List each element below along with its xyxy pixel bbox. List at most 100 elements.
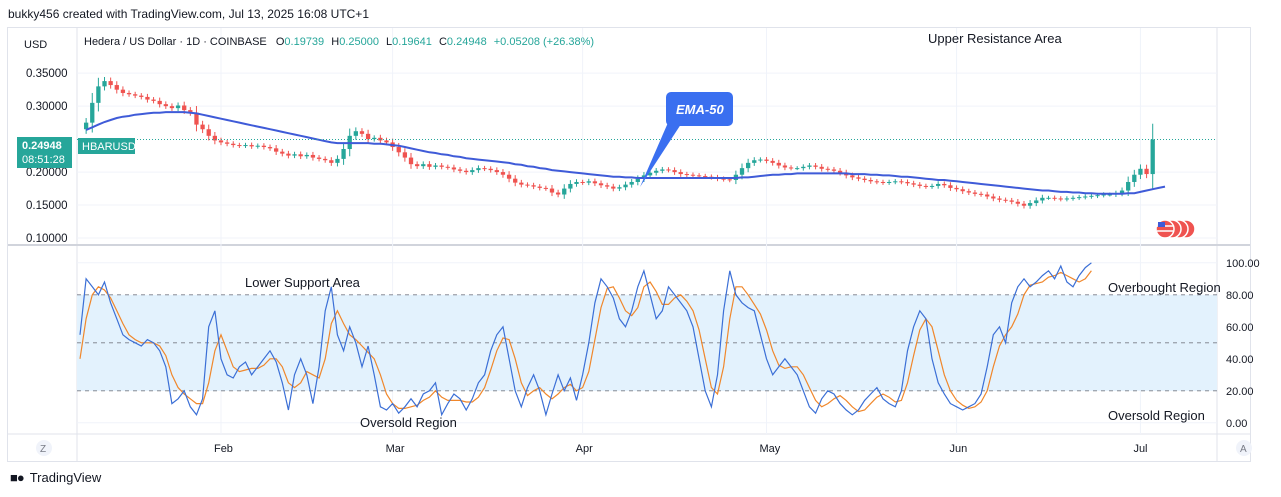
candle-body: [672, 170, 677, 173]
candle-body: [488, 168, 493, 171]
candle-body: [1150, 139, 1155, 175]
candle-body: [831, 169, 837, 171]
candle-body: [145, 96, 150, 100]
ema-callout-pointer: [640, 118, 685, 187]
candle-body: [580, 181, 585, 183]
candle-body: [182, 105, 187, 111]
stoch-tick-label: 100.00: [1226, 258, 1260, 270]
ema-line: [85, 111, 1166, 195]
candle-body: [721, 178, 726, 180]
candle-body: [427, 164, 432, 167]
price-tick-label: 0.20000: [26, 167, 68, 179]
candle-body: [108, 81, 113, 86]
candle-body: [237, 145, 242, 147]
candle-body: [1077, 197, 1082, 199]
candle-body: [169, 106, 175, 109]
candle-body: [470, 170, 475, 173]
candle-body: [1095, 195, 1100, 197]
candle-body: [457, 169, 463, 171]
candle-body: [519, 182, 524, 185]
candle-body: [439, 165, 444, 167]
candle-body: [611, 186, 616, 189]
legend-high: 0.25000: [339, 36, 379, 48]
candle-body: [372, 137, 377, 140]
candle-body: [402, 152, 408, 158]
candle-body: [231, 143, 236, 146]
candle-body: [249, 145, 254, 147]
ticker-tag-box: [78, 138, 135, 154]
candle-body: [666, 169, 671, 171]
candle-body: [776, 162, 781, 166]
currency-button[interactable]: USD: [24, 39, 47, 51]
chart-frame: [7, 27, 1251, 462]
legend-high-label: H: [331, 36, 339, 48]
candle-body: [592, 181, 598, 184]
x-tick-label: Jul: [1133, 443, 1147, 455]
footer-brand: TradingView: [29, 470, 102, 485]
currency-button-box[interactable]: [14, 34, 48, 54]
candle-body: [341, 149, 346, 159]
log-toggle-button[interactable]: Z: [40, 444, 46, 455]
log-toggle-button-bg[interactable]: [36, 440, 52, 456]
candle-body: [788, 167, 794, 169]
candle-body: [224, 142, 230, 144]
candle-body: [500, 172, 506, 175]
candle-body: [120, 89, 126, 93]
candle-body: [568, 183, 573, 189]
candle-body: [660, 169, 665, 171]
candle-body: [255, 145, 260, 147]
candle-body: [605, 185, 610, 187]
price-tick-label: 0.10000: [26, 233, 68, 245]
candle-body: [1138, 168, 1143, 175]
candle-body: [868, 180, 873, 182]
price-tick-label: 0.35000: [26, 68, 68, 80]
candle-body: [654, 170, 659, 173]
candle-body: [102, 81, 107, 87]
stoch-tick-label: 20.00: [1226, 386, 1254, 398]
candle-body: [451, 167, 457, 170]
candle-body: [206, 129, 211, 136]
candle-body: [96, 86, 101, 103]
candle-body: [985, 194, 990, 197]
candle-body: [218, 140, 224, 143]
candle-body: [304, 154, 309, 157]
candle-body: [151, 99, 156, 101]
candle-body: [758, 159, 763, 161]
x-tick-label: Jun: [950, 443, 968, 455]
candle-body: [384, 140, 389, 143]
candle-body: [200, 124, 205, 130]
candle-body: [795, 168, 800, 170]
candle-body: [292, 154, 297, 156]
x-tick-label: Feb: [214, 443, 233, 455]
legend-open-label: O: [276, 36, 285, 48]
candle-body: [880, 181, 886, 183]
candle-body: [647, 172, 653, 176]
candle-body: [905, 181, 910, 184]
candle-body: [1052, 197, 1057, 199]
footer-logo[interactable]: ■● TradingView: [10, 470, 101, 485]
candle-body: [310, 154, 316, 158]
candle-body: [1003, 199, 1008, 201]
candle-body: [90, 102, 95, 123]
candle-body: [298, 154, 303, 157]
candle-body: [188, 110, 193, 113]
candle-body: [1101, 194, 1106, 196]
candle-body: [114, 85, 119, 90]
legend-low-label: L: [386, 36, 392, 48]
auto-scale-button[interactable]: A: [1240, 444, 1247, 455]
ema-callout-box: [666, 92, 733, 126]
legend-change: +0.05208 (+26.38%): [494, 36, 594, 48]
candle-body: [825, 168, 830, 170]
x-tick-label: Apr: [576, 443, 593, 455]
us-flag-icon[interactable]: [1155, 219, 1196, 239]
price-tag-countdown: 08:51:28: [22, 154, 65, 166]
candle-body: [323, 158, 328, 161]
stoch-tick-label: 60.00: [1226, 322, 1254, 334]
candle-body: [617, 187, 622, 189]
auto-scale-button-bg[interactable]: [1236, 440, 1252, 456]
candle-body: [899, 181, 904, 183]
candle-body: [482, 168, 487, 170]
candle-body: [690, 174, 696, 176]
candle-body: [929, 185, 935, 187]
